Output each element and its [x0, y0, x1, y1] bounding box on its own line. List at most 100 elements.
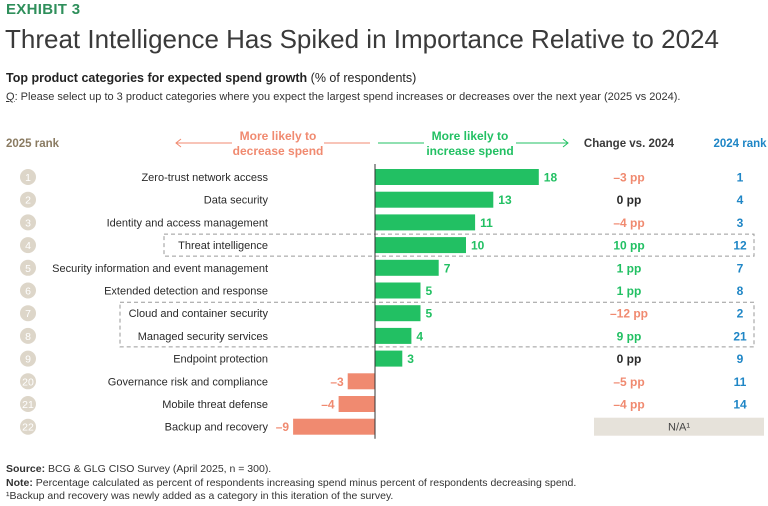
- chart-row: 9 Endpoint protection 3 0 pp 9: [20, 350, 744, 367]
- highlight-box: [119, 301, 755, 348]
- rank-badge: [20, 327, 36, 344]
- rank-badge: [20, 169, 36, 185]
- rank2025-value: 6: [25, 286, 31, 298]
- rank-badge: [20, 191, 36, 208]
- rank2025-value: 4: [25, 240, 31, 252]
- category-label: Managed security services: [138, 331, 269, 343]
- source-label: Source:: [6, 463, 46, 475]
- chart-row: 5 Security information and event manageme…: [20, 259, 744, 276]
- rank2024-value: 7: [737, 261, 744, 275]
- footer-notes: Source: BCG & GLG CISO Survey (April 202…: [6, 463, 576, 504]
- highlight-box: [163, 233, 755, 257]
- rank2025-value: 7: [25, 308, 31, 320]
- chart-subtitle: Top product categories for expected spen…: [6, 71, 416, 85]
- chart-row: 20 Governance risk and compliance –3 –5 pp 1…: [20, 373, 747, 390]
- chart-row: 22 Backup and recovery –9: [20, 418, 375, 435]
- bar: [375, 327, 412, 344]
- change-value: 0 pp: [617, 352, 642, 366]
- subtitle-main: Top product categories for expected spen…: [6, 71, 308, 85]
- rank2025-value: 21: [22, 399, 34, 411]
- chart-row: 7 Cloud and container security 5 –12 pp 2: [20, 305, 744, 322]
- rank2025-value: 9: [25, 354, 31, 366]
- bar: [375, 259, 439, 276]
- source-text: BCG & GLG CISO Survey (April 2025, n = 3…: [45, 463, 272, 475]
- rank2024-value: 1: [737, 171, 744, 185]
- chart-rows: 1 Zero-trust network access 18 –3 pp 12 Data …: [20, 169, 747, 435]
- decrease-label-line1: More likely to: [240, 129, 317, 143]
- bar-value-label: –4: [321, 398, 335, 412]
- note-line: Note: Percentage calculated as percent o…: [6, 477, 576, 491]
- rank2024-value: 12: [733, 239, 747, 253]
- chart-row: 6 Extended detection and response 5 1 pp 8: [20, 282, 744, 299]
- rank-badge: [20, 373, 36, 390]
- source-line: Source: BCG & GLG CISO Survey (April 202…: [6, 463, 576, 477]
- rank-badge: [20, 214, 36, 231]
- rank2025-value: 20: [22, 376, 34, 388]
- change-header: Change vs. 2024: [584, 138, 675, 150]
- change-value: –4 pp: [613, 216, 644, 230]
- rank2024-value: 14: [733, 398, 747, 412]
- change-value: 10 pp: [613, 239, 644, 253]
- na-background: [594, 417, 764, 436]
- rank-badge: [20, 237, 36, 254]
- subtitle-unit: (% of respondents): [307, 71, 417, 85]
- bar: [338, 396, 375, 412]
- change-value: –5 pp: [613, 375, 644, 389]
- category-label: Security information and event managemen…: [52, 263, 268, 275]
- bar: [375, 237, 466, 254]
- rank2025-header: 2025 rank: [6, 138, 60, 150]
- bar: [375, 214, 476, 231]
- chart-row: 2 Data security 13 0 pp 4: [20, 191, 744, 208]
- decrease-arrow: [175, 138, 370, 148]
- na-label: N/A¹: [668, 422, 690, 434]
- decrease-label-line2: decrease spend: [233, 144, 324, 158]
- chart-row: 21 Mobile threat defense –4 –4 pp 14: [20, 396, 747, 412]
- rank-badge: [20, 259, 36, 276]
- increase-label-line1: More likely to: [432, 129, 509, 143]
- category-label: Governance risk and compliance: [108, 376, 268, 388]
- rank-badge: [20, 282, 36, 299]
- rank-badge: [20, 350, 36, 367]
- rank2024-value: 9: [737, 352, 744, 366]
- bar: [347, 373, 375, 390]
- question-prefix: Q: [6, 91, 15, 103]
- category-label: Endpoint protection: [173, 354, 268, 366]
- rank2024-value: 8: [737, 284, 744, 298]
- category-label: Data security: [204, 195, 269, 207]
- bar-value-label: –3: [330, 375, 344, 389]
- bar: [375, 282, 421, 299]
- bar-value-label: 3: [407, 352, 414, 366]
- rank2024-value: 11: [734, 375, 747, 389]
- survey-question: Q: Please select up to 3 product categor…: [6, 91, 680, 103]
- note-label: Note:: [6, 476, 33, 489]
- category-label: Extended detection and response: [104, 286, 268, 298]
- rank2025-value: 1: [25, 172, 31, 184]
- bar-value-label: 4: [416, 329, 423, 343]
- rank2025-value: 5: [25, 263, 31, 275]
- footnote-line: ¹Backup and recovery was newly added as …: [6, 490, 394, 502]
- category-label: Cloud and container security: [129, 308, 269, 320]
- bar-value-label: 18: [544, 171, 558, 185]
- rank2024-value: 3: [737, 216, 744, 230]
- increase-arrow: [378, 138, 569, 148]
- highlight-boxes: [119, 233, 755, 348]
- category-label: Backup and recovery: [165, 422, 269, 434]
- chart-row: 3 Identity and access management 11 –4 pp 3: [20, 214, 744, 231]
- change-value: 1 pp: [617, 284, 642, 298]
- exhibit-label: EXHIBIT 3: [6, 1, 81, 18]
- rank2025-value: 22: [22, 422, 34, 434]
- bar-value-label: 11: [480, 216, 493, 230]
- change-value: 9 pp: [617, 329, 642, 343]
- bar-value-label: 7: [444, 261, 451, 275]
- category-label: Zero-trust network access: [141, 172, 268, 184]
- bar: [375, 305, 421, 322]
- column-headers: 2025 rank More likely to decrease spend …: [6, 129, 767, 158]
- bar: [375, 191, 494, 208]
- bar: [293, 418, 375, 435]
- rank2024-header: 2024 rank: [713, 138, 767, 150]
- bar-value-label: 5: [426, 284, 433, 298]
- rank-badge: [20, 418, 36, 435]
- bar: [375, 350, 403, 367]
- rank2025-value: 2: [25, 195, 31, 207]
